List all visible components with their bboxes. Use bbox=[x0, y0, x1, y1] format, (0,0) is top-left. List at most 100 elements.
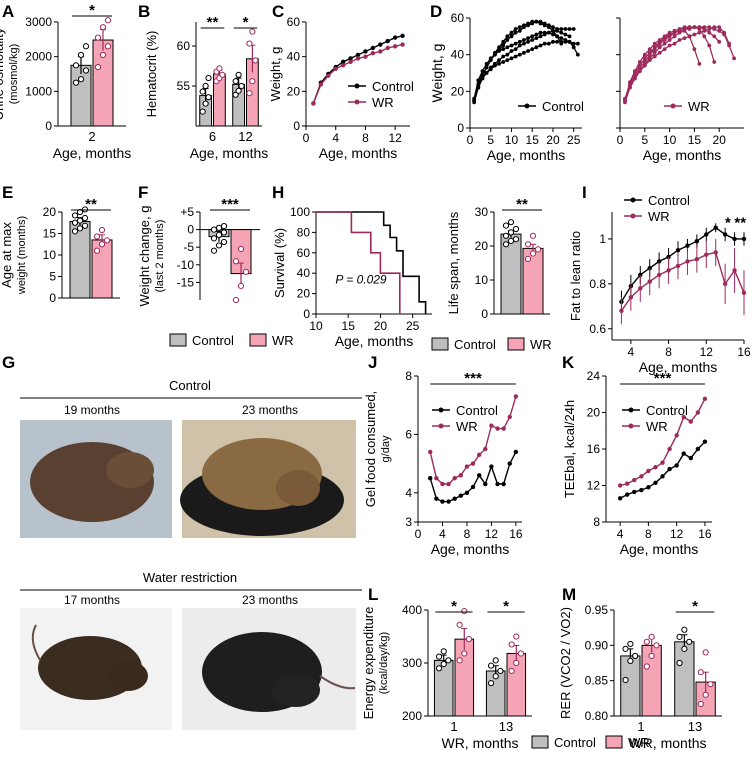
chart-D-control-point bbox=[517, 43, 522, 48]
chart-H_survival-x-tick-label: 20 bbox=[374, 319, 388, 333]
chart-D-control-x-tick-label: 20 bbox=[546, 133, 560, 147]
chart-H_survival-x-tick-label: 25 bbox=[406, 319, 420, 333]
chart-E-y-tick-label: 5 bbox=[49, 270, 56, 284]
chart-K-point bbox=[674, 433, 679, 438]
chart-D-wr-point bbox=[717, 39, 722, 44]
chart-M-sig-label: * bbox=[692, 598, 698, 615]
chart-D-control-point bbox=[501, 54, 506, 59]
chart-D-wr-point bbox=[652, 41, 657, 46]
chart-D-wr-point bbox=[642, 56, 647, 61]
chart-M-point bbox=[681, 645, 688, 652]
chart-D-control-point bbox=[513, 54, 518, 59]
chart-J-y-tick-label: 3 bbox=[405, 515, 412, 529]
chart-D-wr-point bbox=[722, 30, 727, 35]
chart-F-point bbox=[220, 229, 228, 236]
chart-D-wr-point bbox=[667, 43, 672, 48]
chart-L-point bbox=[492, 673, 499, 680]
chart-L-sig-label: * bbox=[503, 598, 509, 615]
chart-B-y-tick-label: 60 bbox=[177, 39, 191, 53]
legend-wr-label-lm: WR bbox=[628, 735, 650, 750]
chart-D-wr-point bbox=[647, 47, 652, 52]
chart-D-control-point bbox=[522, 38, 526, 42]
chart-D-control-point bbox=[563, 27, 568, 31]
chart-K-line-control bbox=[619, 441, 706, 499]
chart-C-point bbox=[311, 101, 316, 106]
chart-E-y-label: weight (months) bbox=[16, 216, 28, 295]
chart-D-control-point bbox=[534, 19, 539, 24]
chart-J-y-tick-label: 6 bbox=[405, 427, 412, 441]
legend-control-swatch bbox=[169, 333, 187, 347]
chart-D-control-y-tick-label: 60 bbox=[451, 11, 465, 25]
chart-D-wr-point bbox=[692, 25, 697, 30]
chart-H_survival-x-tick-label: 15 bbox=[342, 319, 356, 333]
chart-D-wr-point bbox=[697, 30, 702, 35]
chart-K-point bbox=[653, 480, 658, 485]
chart-H_survival-line-control bbox=[316, 211, 427, 314]
chart-D-control-line bbox=[473, 21, 562, 101]
chart-J-point bbox=[434, 476, 439, 481]
chart-B-point bbox=[205, 94, 212, 101]
chart-K-y-tick-label: 16 bbox=[587, 442, 601, 456]
chart-D-wr-point bbox=[682, 36, 687, 41]
chart-C-point bbox=[385, 45, 390, 51]
panel-label-L: L bbox=[368, 585, 378, 604]
chart-D-control-y-tick-label: 40 bbox=[451, 48, 465, 62]
chart-J-point bbox=[476, 473, 482, 478]
chart-D-control-point bbox=[505, 52, 510, 57]
chart-D-control-point bbox=[575, 41, 580, 46]
chart-B-point bbox=[252, 57, 259, 64]
legend-control-label-h: Control bbox=[454, 337, 496, 352]
chart-D-wr-point bbox=[712, 25, 717, 30]
chart-D-control-point bbox=[567, 27, 572, 31]
chart-D-wr-point bbox=[662, 47, 667, 52]
chart-D-control-point bbox=[571, 45, 576, 50]
chart-L-point bbox=[513, 659, 520, 667]
chart-D-control-point bbox=[480, 69, 485, 74]
chart-L-x-label: WR, months bbox=[441, 735, 518, 751]
chart-D-control-point bbox=[575, 52, 580, 57]
mouse-wr-17m-tail bbox=[31, 624, 41, 661]
chart-J-point bbox=[489, 464, 494, 469]
chart-D-control-x-tick-label: 15 bbox=[526, 133, 540, 147]
chart-C-legend-wr: WR bbox=[372, 95, 394, 110]
chart-I-y-label: Fat to lean ratio bbox=[568, 231, 583, 321]
chart-H_lifespan-point bbox=[502, 232, 510, 239]
chart-I-x-label: Age, months bbox=[639, 359, 718, 375]
chart-I-point bbox=[704, 232, 709, 237]
chart-A-point bbox=[72, 79, 80, 86]
chart-B-point bbox=[202, 100, 209, 107]
chart-A-point bbox=[99, 51, 107, 59]
chart-D-control-point bbox=[497, 61, 501, 66]
chart-M-point bbox=[632, 652, 639, 660]
chart-B-point bbox=[216, 65, 223, 72]
chart-J-legend-control-marker bbox=[438, 407, 444, 413]
chart-M-point bbox=[676, 659, 683, 667]
chart-M-point bbox=[653, 642, 660, 649]
chart-D-control-point bbox=[497, 45, 501, 50]
chart-D-wr-legend-marker bbox=[670, 103, 676, 109]
chart-D-control-point bbox=[563, 32, 568, 37]
chart-E-y-label: Age at max bbox=[0, 222, 14, 288]
panel-label-C: C bbox=[272, 2, 284, 21]
chart-M-point bbox=[627, 657, 634, 664]
chart-K-point bbox=[632, 477, 637, 483]
chart-I-y-tick-label: 1 bbox=[599, 232, 606, 246]
chart-J-point bbox=[507, 414, 512, 420]
chart-I-point bbox=[666, 268, 671, 273]
panel-label-D: D bbox=[430, 2, 442, 21]
chart-B-point bbox=[199, 108, 206, 115]
chart-D-control-point bbox=[526, 36, 530, 41]
chart-M-point bbox=[702, 649, 709, 656]
chart-A-point bbox=[104, 43, 112, 50]
chart-D-control-point bbox=[559, 36, 564, 41]
chart-D-control-point bbox=[488, 67, 493, 72]
chart-M-y-tick-label: 0.95 bbox=[585, 603, 609, 617]
panel-label-F: F bbox=[138, 183, 148, 202]
chart-C-point bbox=[340, 59, 346, 65]
chart-E-point bbox=[98, 226, 106, 234]
chart-D-control-point bbox=[522, 23, 526, 28]
chart-H_survival-y-tick-label: 40 bbox=[297, 266, 311, 280]
chart-J-point bbox=[476, 452, 482, 458]
chart-D-wr-point bbox=[707, 43, 712, 48]
chart-L-point bbox=[461, 607, 468, 615]
